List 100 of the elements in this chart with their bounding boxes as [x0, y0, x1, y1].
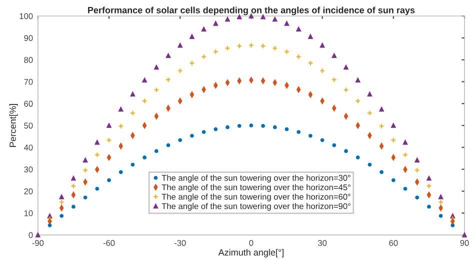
- point: [380, 170, 384, 174]
- point: [154, 113, 159, 120]
- point: [142, 78, 147, 83]
- point: [178, 42, 182, 48]
- y-axis-title: Percent[%]: [9, 104, 18, 147]
- y-tick-label: 40: [24, 144, 33, 150]
- legend-label: The angle of the sun towering over the horizon=45°: [162, 184, 350, 192]
- point: [82, 158, 88, 162]
- point: [71, 176, 76, 181]
- y-tick-label: 80: [24, 57, 33, 63]
- point: [118, 106, 124, 112]
- point: [415, 196, 420, 200]
- point: [284, 127, 289, 132]
- point: [106, 123, 112, 128]
- y-tick-label: 60: [24, 100, 33, 107]
- point: [166, 143, 170, 148]
- y-tick-label: 10: [24, 210, 33, 216]
- point: [272, 79, 278, 86]
- point: [368, 162, 372, 167]
- x-tick-label: 60: [389, 240, 398, 246]
- point: [379, 106, 384, 112]
- point: [308, 134, 312, 138]
- point: [426, 192, 432, 198]
- point: [60, 214, 64, 218]
- point: [95, 186, 100, 191]
- legend-label: The angle of the sun towering over the horizon=90°: [162, 203, 350, 211]
- y-tick-label: 20: [24, 188, 33, 194]
- point: [248, 14, 254, 18]
- y-tick-label: 100: [20, 13, 33, 20]
- point: [308, 92, 313, 98]
- y-tick-label: 70: [24, 78, 33, 85]
- point: [320, 138, 324, 142]
- point: [237, 124, 242, 128]
- point: [332, 53, 337, 58]
- y-tick-label: 90: [24, 35, 33, 42]
- point: [154, 149, 158, 154]
- point: [83, 196, 88, 200]
- x-tick-label: -90: [32, 240, 44, 246]
- point: [391, 154, 396, 161]
- x-tick-label: 30: [318, 240, 327, 246]
- point: [190, 34, 194, 39]
- point: [356, 78, 360, 83]
- chart-title: Performance of solar cells depending on the angles of incidence of sun rays: [88, 6, 415, 16]
- point: [202, 130, 206, 134]
- point: [320, 42, 325, 48]
- point: [154, 64, 159, 70]
- point: [402, 140, 408, 145]
- point: [118, 170, 123, 174]
- point: [226, 125, 230, 130]
- point: [427, 204, 431, 209]
- point: [48, 223, 52, 228]
- point: [71, 192, 76, 198]
- point: [391, 178, 396, 182]
- point: [344, 64, 348, 70]
- point: [332, 143, 336, 148]
- point: [414, 158, 420, 162]
- x-tick-label: -30: [174, 240, 186, 246]
- point: [201, 26, 206, 32]
- point: [403, 186, 408, 191]
- legend-label: The angle of the sun towering over the horizon=60°: [162, 194, 350, 202]
- x-axis-title: Azimuth angle[°]: [218, 248, 284, 258]
- point: [272, 125, 277, 130]
- point: [72, 204, 76, 209]
- y-tick-label: 0: [28, 232, 33, 238]
- point: [260, 78, 266, 84]
- point: [142, 122, 147, 129]
- point: [94, 140, 100, 145]
- point: [166, 53, 171, 58]
- point: [344, 149, 348, 154]
- point: [296, 26, 301, 32]
- point: [107, 178, 111, 182]
- point: [379, 142, 384, 150]
- point: [261, 124, 266, 128]
- point: [130, 92, 136, 97]
- x-tick-label: 0: [249, 240, 254, 246]
- point: [225, 79, 230, 86]
- point: [426, 176, 432, 181]
- point: [308, 34, 313, 39]
- point: [367, 92, 372, 97]
- x-tick-label: -60: [103, 240, 115, 246]
- point: [344, 113, 348, 120]
- point: [36, 232, 40, 238]
- point: [178, 138, 182, 142]
- point: [391, 123, 396, 128]
- y-tick-label: 30: [24, 166, 33, 172]
- point: [190, 134, 194, 138]
- x-tick-label: 90: [460, 240, 469, 246]
- point: [438, 214, 443, 218]
- point: [130, 162, 135, 167]
- point: [450, 223, 455, 228]
- legend-label: The angle of the sun towering over the horizon=30°: [162, 174, 350, 182]
- point: [225, 16, 230, 22]
- point: [190, 92, 194, 98]
- point: [356, 156, 360, 160]
- point: [106, 154, 112, 161]
- point: [296, 130, 301, 134]
- point: [214, 127, 218, 132]
- point: [272, 16, 278, 22]
- point: [249, 124, 254, 128]
- point: [142, 156, 147, 160]
